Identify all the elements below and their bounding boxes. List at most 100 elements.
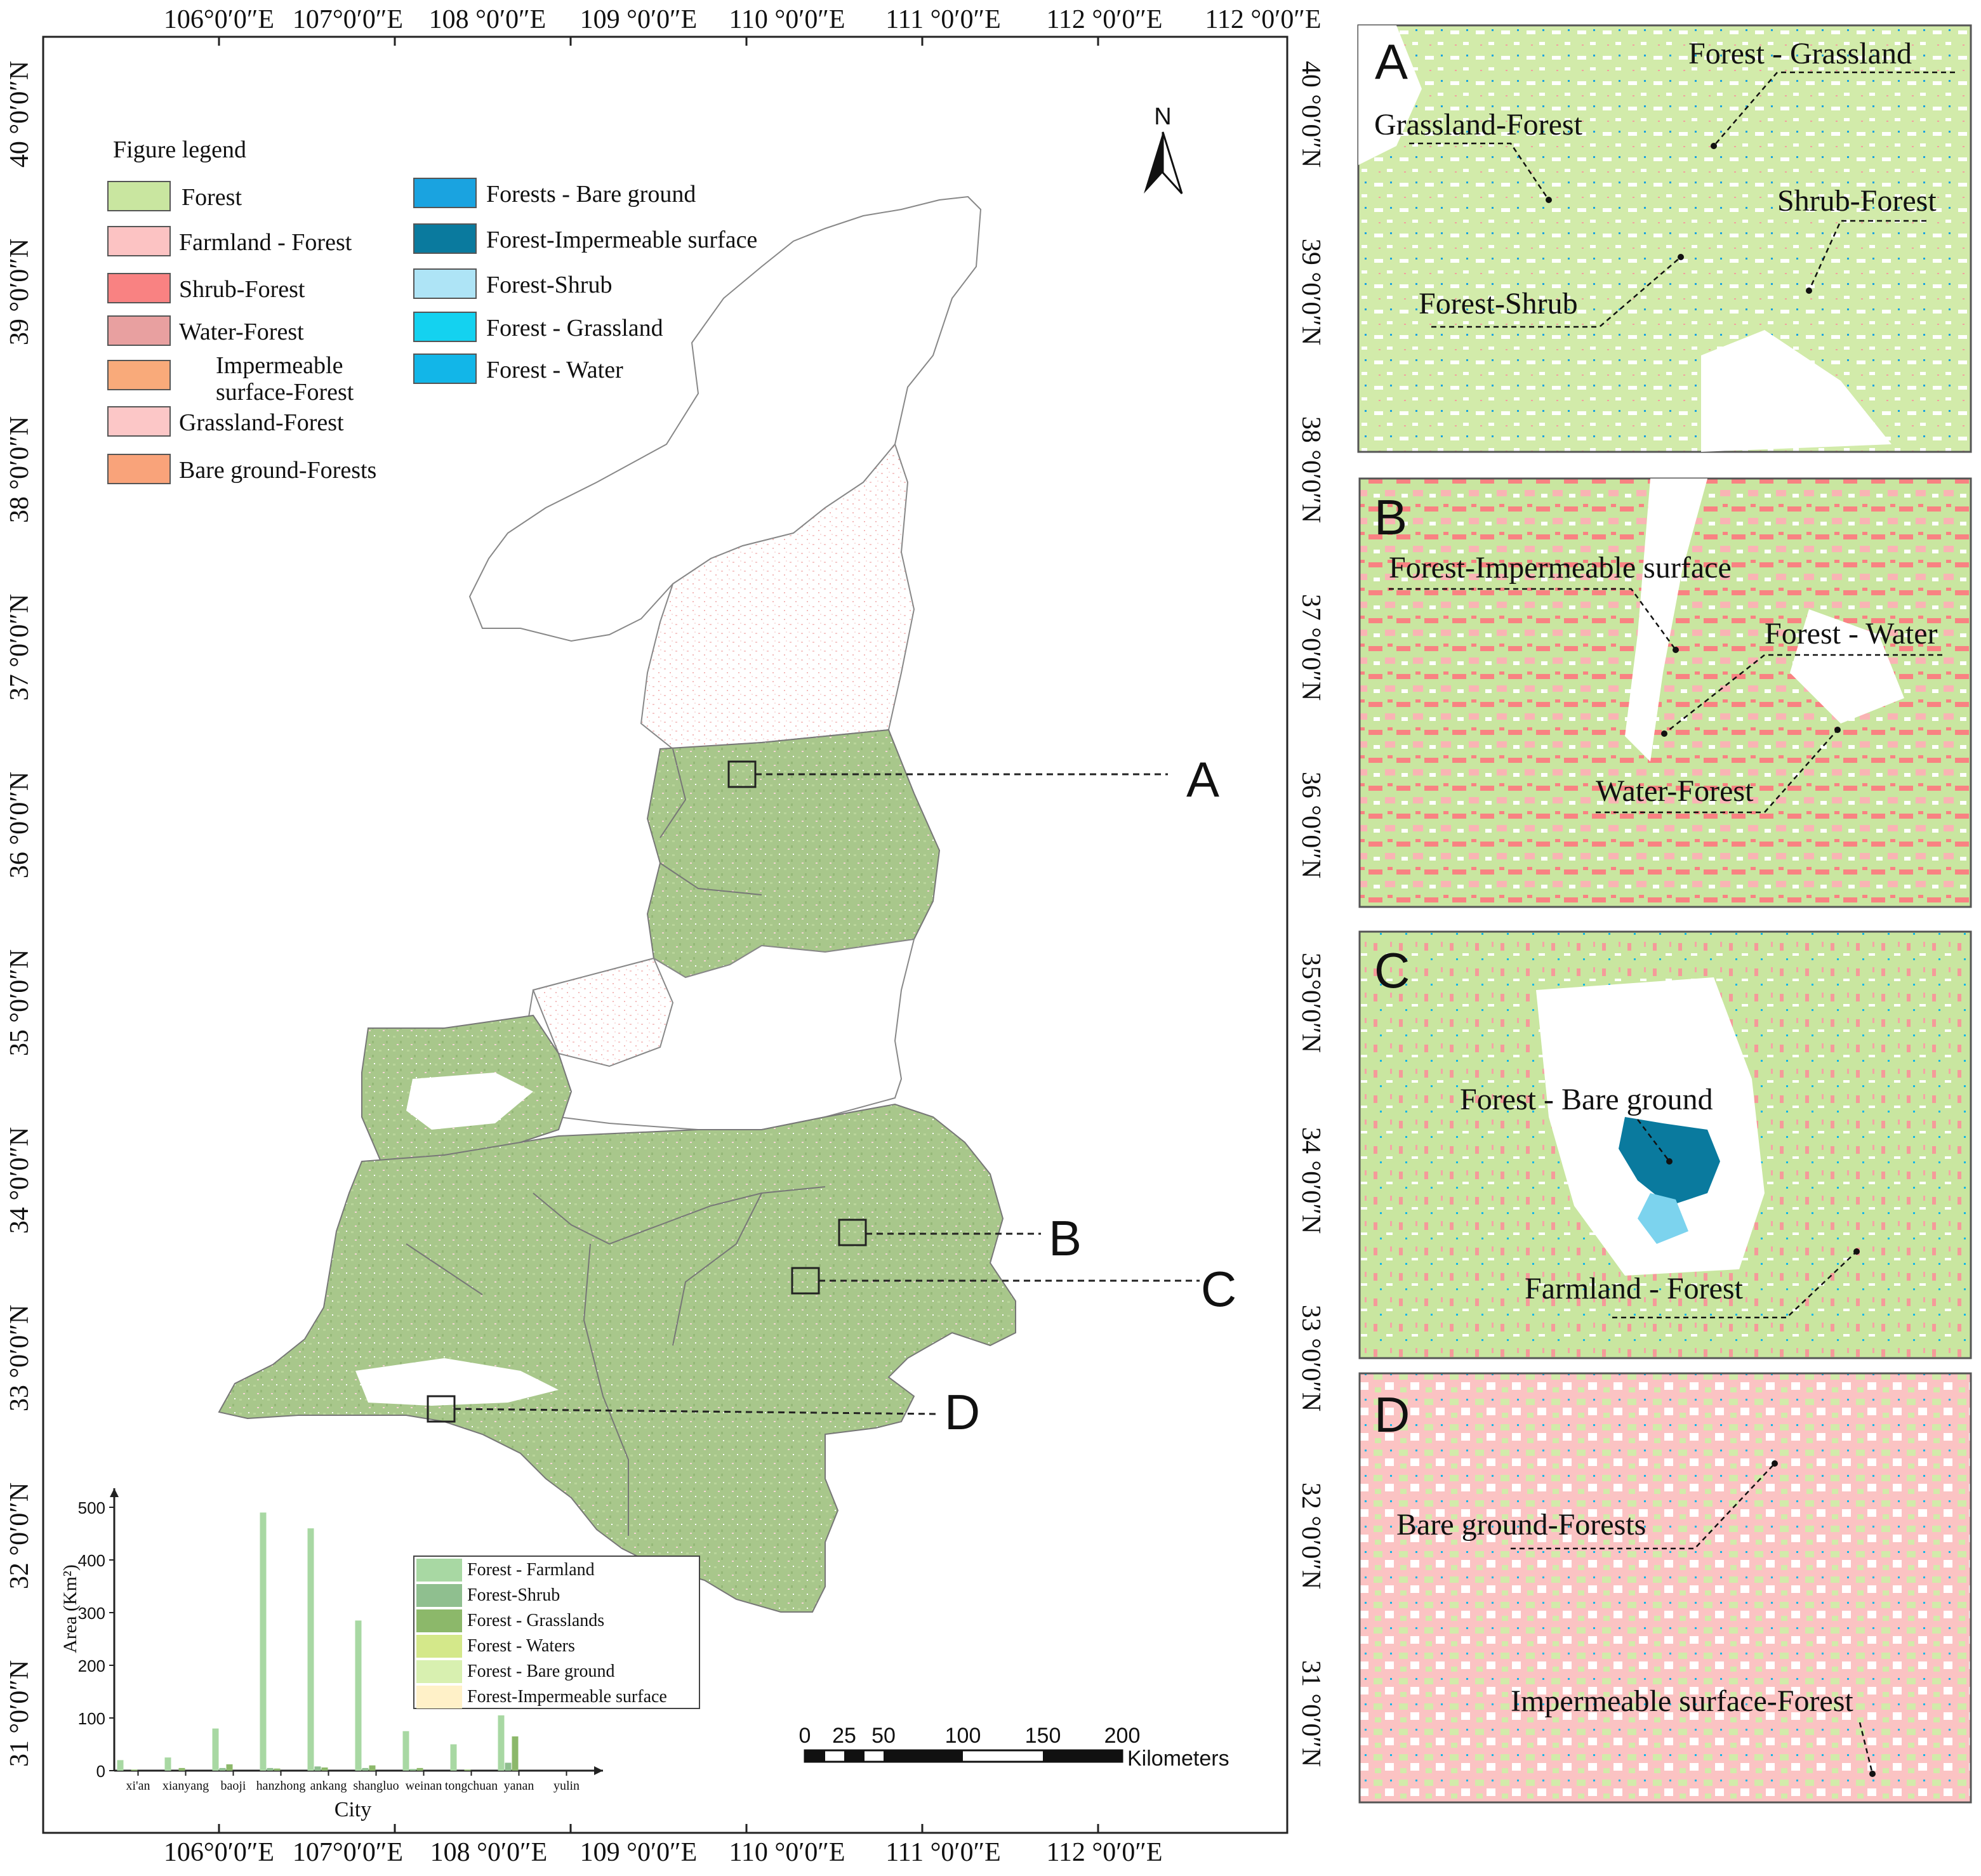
left-tick-label: 39 °0′0″N <box>5 239 34 345</box>
bottom-tick-label: 112 °0′0″E <box>1046 1838 1162 1867</box>
top-tick-label: 110 °0′0″E <box>729 5 845 34</box>
inset-D: D Bare ground-Forests Impermeable surfac… <box>1358 1372 1972 1804</box>
inset-A-white-patch <box>1701 330 1892 452</box>
bar-x-tick-label: xianyang <box>162 1779 209 1793</box>
inset-B-letter: B <box>1374 489 1407 545</box>
inset-C-label: Forest - Bare ground <box>1460 1083 1713 1116</box>
scale-bar-segment <box>844 1750 865 1762</box>
legend-left-column: Forest Farmland - Forest Shrub-Forest Water… <box>107 181 376 484</box>
callout-box-B <box>838 1219 867 1246</box>
bar-x-tick-label: shangluo <box>353 1779 399 1793</box>
bar-chart-legend: Forest - Farmland Forest-Shrub Forest - Gr… <box>413 1556 700 1709</box>
top-tick-label: 107°0′0″E <box>293 5 403 34</box>
inset-B-label: Water-Forest <box>1596 774 1754 808</box>
legend-swatch <box>413 178 477 208</box>
inset-B-label: Forest-Impermeable surface <box>1389 551 1732 585</box>
bar-y-tick-label: 400 <box>78 1551 105 1570</box>
left-axis-labels: 40 °0′0″N 39 °0′0″N 38 °0′0″N 37 °0′0″N … <box>5 61 34 1767</box>
inset-D-points <box>1772 1460 1876 1777</box>
hanzhong-basin <box>355 1358 559 1406</box>
inset-C-leaders <box>1612 1119 1857 1319</box>
bar-mark <box>307 1528 314 1771</box>
right-tick-label: 33 °0′0″N <box>1296 1305 1325 1411</box>
scale-tick-label: 100 <box>945 1724 981 1748</box>
legend-label: Forest - Grassland <box>486 315 663 341</box>
bar-legend-swatch <box>416 1660 462 1683</box>
scale-bar-segment <box>884 1750 963 1762</box>
bar-y-tick-label: 500 <box>78 1498 105 1517</box>
legend-swatch <box>413 268 477 299</box>
scale-tick-label: 150 <box>1025 1724 1061 1748</box>
inset-A-points <box>1546 143 1812 294</box>
inset-A-label: Forest-Shrub <box>1419 287 1578 320</box>
right-tick-label: 35°0′0″N <box>1296 953 1325 1053</box>
bar-legend-swatch <box>416 1686 462 1708</box>
inset-B-river <box>1625 479 1707 762</box>
bar-y-tick-label: 100 <box>78 1709 105 1728</box>
region-south-forest <box>218 1103 1016 1613</box>
callout-markers <box>427 760 1200 1423</box>
inset-C-label: Farmland - Forest <box>1525 1272 1744 1305</box>
north-arrow-label: N <box>1154 103 1171 130</box>
main-map: 106°0′0″E 107°0′0″E 108 °0′0″E 109 °0′0″… <box>5 5 1325 1867</box>
right-tick-label: 31 °0′0″N <box>1296 1660 1325 1767</box>
bar-mark <box>355 1620 362 1771</box>
bar-legend-label: Forest - Grasslands <box>467 1611 604 1630</box>
bar-mark <box>450 1744 457 1771</box>
left-tick-label: 35 °0′0″N <box>5 949 34 1056</box>
legend-title: Figure legend <box>113 136 246 163</box>
bottom-tick-label: 107°0′0″E <box>293 1838 403 1867</box>
callout-letters: A B C D <box>944 751 1236 1440</box>
bar-legend-swatch <box>416 1609 462 1632</box>
region-baoji-white <box>406 1073 533 1130</box>
inset-B: B Forest-Impermeable surface Forest - Wa… <box>1358 477 1972 908</box>
bar-x-tick-label: xi'an <box>126 1779 150 1793</box>
region-north-unchanged <box>468 195 982 642</box>
legend-label: Forest - Water <box>486 357 623 383</box>
bar-y-tick-label: 300 <box>78 1604 105 1623</box>
bar-legend-label: Forest - Bare ground <box>467 1661 615 1681</box>
top-axis-labels: 106°0′0″E 107°0′0″E 108 °0′0″E 109 °0′0″… <box>164 5 1322 34</box>
top-tick-label: 109 °0′0″E <box>580 5 698 34</box>
inset-C-letter: C <box>1374 942 1410 998</box>
scale-bar-segment <box>805 1750 825 1762</box>
legend-label: Grassland-Forest <box>179 409 344 436</box>
bar-y-tick-label: 0 <box>96 1762 105 1781</box>
inset-D-label: Impermeable surface-Forest <box>1511 1684 1853 1718</box>
legend-swatch <box>107 315 171 346</box>
legend-swatch <box>107 406 171 437</box>
legend-label: Forest-Impermeable surface <box>486 227 757 253</box>
bar-x-tick-label: tongchuan <box>445 1779 498 1793</box>
region-yanan-forest <box>646 729 941 979</box>
left-tick-label: 38 °0′0″N <box>5 416 34 523</box>
bar-mark <box>117 1760 124 1771</box>
legend-swatch <box>413 353 477 384</box>
right-tick-label: 36 °0′0″N <box>1296 772 1325 878</box>
bar-mark <box>274 1768 281 1771</box>
callout-letter-B: B <box>1049 1210 1082 1266</box>
bar-chart-axes: 0 100 200 300 400 500 xi'an xianyang baoji hanzho… <box>78 1488 603 1793</box>
province-map <box>218 195 1016 1613</box>
bottom-tick-label: 108 °0′0″E <box>430 1838 548 1867</box>
bottom-tick-label: 106°0′0″E <box>164 1838 274 1867</box>
inset-B-white-patch <box>1790 609 1904 723</box>
callout-letter-A: A <box>1186 751 1219 807</box>
bar-x-tick-label: weinan <box>406 1779 442 1793</box>
inset-D-letter: D <box>1374 1387 1410 1443</box>
bar-mark <box>212 1728 219 1771</box>
legend-label: Impermeable surface-Forest <box>216 352 354 406</box>
bar-mark <box>369 1765 376 1771</box>
inset-A-label: Grassland-Forest <box>1374 108 1583 142</box>
north-arrow-right-half <box>1162 131 1183 195</box>
bar-mark <box>409 1769 416 1771</box>
bar-x-axis-arrow <box>594 1766 603 1775</box>
bar-legend-swatch <box>416 1559 462 1582</box>
inset-D-leaders <box>1511 1463 1874 1774</box>
legend-swatch <box>107 181 171 211</box>
top-tick-label: 112 °0′0″E <box>1046 5 1162 34</box>
right-tick-label: 40 °0′0″N <box>1296 61 1325 168</box>
left-tick-label: 32 °0′0″N <box>5 1483 34 1589</box>
inset-A-leaders <box>1409 71 1955 328</box>
bar-mark <box>314 1766 321 1771</box>
